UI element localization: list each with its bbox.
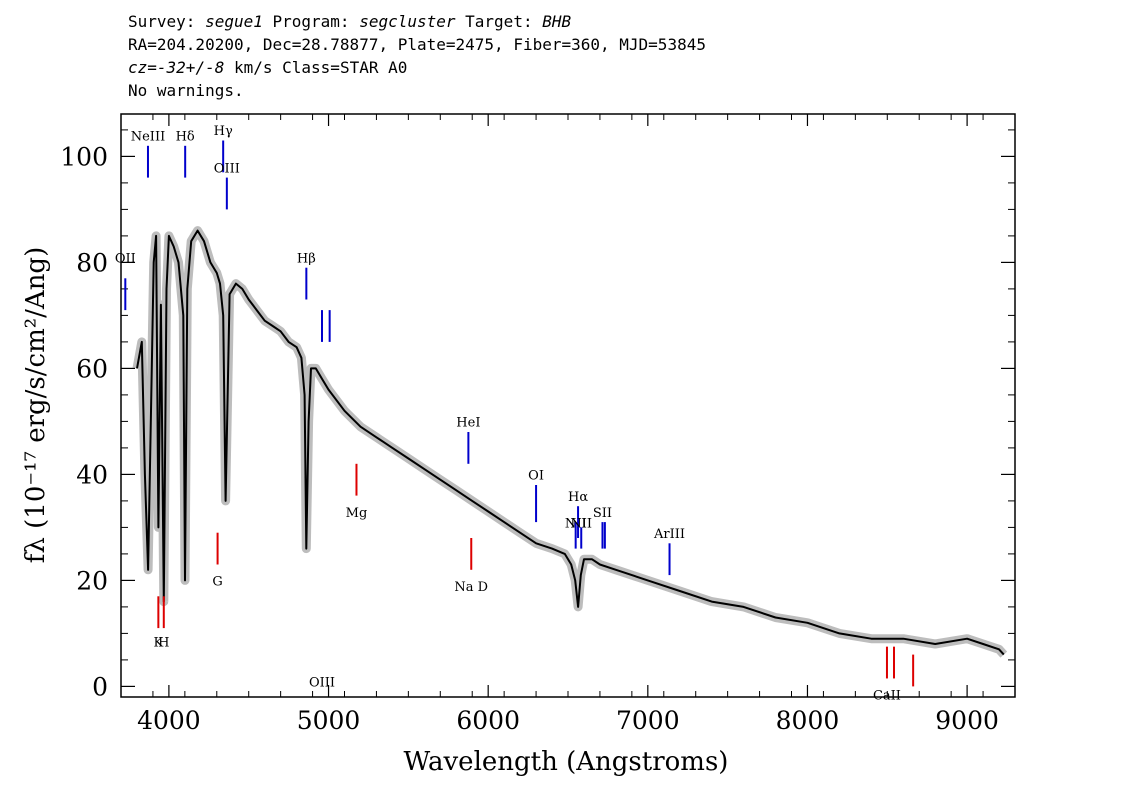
emission-line-label: Hα [568, 490, 588, 505]
absorption-line-label: H [158, 636, 169, 651]
program-value: segcluster [359, 12, 456, 31]
plot-frame [120, 113, 1016, 698]
emission-line-label: OIII [309, 675, 335, 690]
absorption-line-label: Na D [454, 580, 488, 595]
x-tick-label: 8000 [776, 706, 840, 735]
x-axis-label: Wavelength (Angstroms) [404, 747, 729, 777]
header-line-warnings: No warnings. [128, 81, 244, 100]
x-tick-label: 5000 [297, 706, 361, 735]
emission-line-label: ArIII [653, 527, 685, 542]
absorption-line-label: CaII [873, 689, 901, 704]
absorption-line-label: G [212, 575, 222, 590]
emission-line-label: OIII [214, 161, 240, 176]
error-band [132, 226, 1008, 658]
emission-line-label: NeIII [131, 130, 165, 145]
emission-line-label: OII [115, 251, 136, 266]
emission-line-label: Hβ [297, 251, 316, 266]
emission-line-label: Hγ [214, 124, 233, 139]
absorption-line-label: K [153, 636, 163, 651]
spectrum-line [136, 229, 1005, 656]
y-tick-label: 20 [76, 566, 108, 595]
y-tick-label: 100 [60, 142, 108, 171]
target-value: BHB [542, 12, 572, 31]
y-axis-label: fλ (10⁻¹⁷ erg/s/cm²/Ang) [21, 247, 51, 563]
emission-line-label: HeI [456, 416, 480, 431]
survey-value: segue1 [205, 12, 263, 31]
y-tick-label: 40 [76, 460, 108, 489]
x-tick-label: 9000 [935, 706, 999, 735]
header-line-survey: Survey: segue1 Program: segcluster Targe… [128, 12, 572, 31]
axes: 4000 5000 6000 7000 8000 9000 0 20 40 60 80 100 [60, 114, 1016, 735]
absorption-line-label: Mg [346, 506, 368, 521]
plot-content [132, 226, 1008, 658]
header-line-redshift: cz=-32+/-8 km/s Class=STAR A0 [128, 58, 408, 77]
y-tick-label: 60 [76, 354, 108, 383]
x-tick-label: 4000 [137, 706, 201, 735]
emission-line-label: Hδ [176, 130, 195, 145]
spectrum-header: Survey: segue1 Program: segcluster Targe… [128, 10, 706, 102]
x-tick-label: 7000 [616, 706, 680, 735]
emission-line-label: NII [570, 516, 592, 531]
y-tick-label: 80 [76, 248, 108, 277]
emission-line-label: OI [528, 469, 544, 484]
emission-line-label: SII [593, 506, 612, 521]
x-tick-label: 6000 [456, 706, 520, 735]
cz-value: -32+/-8 [156, 58, 225, 77]
header-line-coordinates: RA=204.20200, Dec=28.78877, Plate=2475, … [128, 35, 706, 54]
y-tick-label: 0 [92, 672, 108, 701]
